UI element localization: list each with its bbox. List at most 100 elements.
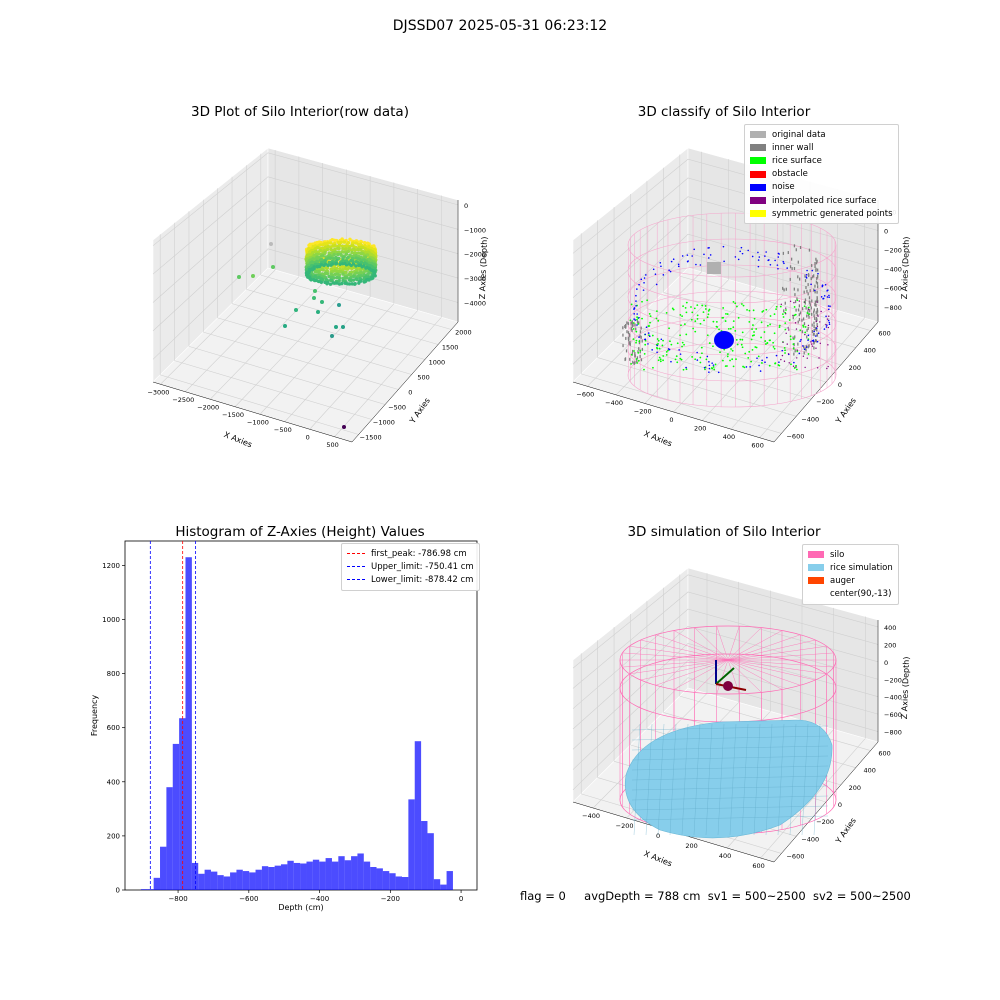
p1-point <box>346 255 350 260</box>
p2-rice-surface-point <box>696 318 699 320</box>
p1-z-grid <box>152 152 459 246</box>
p1-point <box>362 267 366 272</box>
p4-surface-mesh <box>729 723 737 836</box>
p1-point <box>333 250 337 254</box>
p1-point <box>339 260 343 264</box>
p1-point <box>372 269 376 273</box>
p1-z-grid <box>152 200 459 303</box>
p1-point <box>368 246 373 251</box>
p1-point <box>370 265 374 269</box>
p2-interpolated-point <box>804 333 806 336</box>
p2-noise-point <box>636 313 638 315</box>
p1-y-grid <box>203 331 399 390</box>
legend-swatch <box>750 131 766 139</box>
p1-y-axis-line <box>351 321 459 443</box>
p2-rice-surface-point <box>743 366 746 369</box>
p2-noise-point <box>638 283 640 286</box>
histogram-bar <box>344 860 352 890</box>
p2-rice-surface-point <box>768 364 771 367</box>
p2-rice-surface-point <box>662 359 664 362</box>
p4-y-grid <box>613 760 812 820</box>
p2-noise-point <box>757 259 760 261</box>
p2-noise-point <box>644 338 647 341</box>
histogram-bar <box>421 821 428 890</box>
p2-rice-surface-point <box>637 317 640 320</box>
p1-point <box>304 265 308 269</box>
p2-y-grid <box>597 357 797 417</box>
p1-point <box>349 264 354 268</box>
p2-noise-point <box>706 355 709 358</box>
p1-point <box>307 266 311 270</box>
p4-y-axis-label: Y Axies <box>833 816 858 846</box>
p1-point <box>323 246 327 250</box>
p2-y-grid <box>646 308 841 366</box>
p1-point <box>337 256 341 261</box>
p1-point <box>357 257 362 262</box>
p2-rice-surface-point <box>701 304 704 307</box>
p1-z-tick-label: −4000 <box>464 299 486 307</box>
p1-point <box>357 271 361 275</box>
p2-rice-surface-point <box>632 338 635 341</box>
p2-inner-wall-point <box>817 299 819 303</box>
p2-noise-point <box>783 262 785 265</box>
p2-interpolated-point <box>807 308 810 311</box>
p2-inner-wall-point <box>789 265 792 269</box>
p2-interpolated-point <box>826 318 829 320</box>
p1-point <box>368 262 373 266</box>
p2-rice-surface-point <box>737 316 740 319</box>
p4-x-axis-line <box>572 801 775 863</box>
p1-point <box>341 272 345 276</box>
p2-rice-surface-point <box>740 343 743 346</box>
legend-dash-swatch <box>347 553 365 555</box>
p2-rice-surface-point <box>715 325 718 328</box>
legend-swatch <box>808 564 824 572</box>
p1-point <box>341 257 346 262</box>
p1-point <box>336 244 340 249</box>
p1-point <box>345 242 349 246</box>
p2-noise-point <box>825 315 827 318</box>
p1-point <box>373 262 378 267</box>
p2-noise-point <box>634 319 637 321</box>
p2-inner-wall-point <box>815 257 817 261</box>
p1-point <box>355 275 359 279</box>
p2-inner-wall-point <box>813 328 815 332</box>
p1-point <box>364 269 368 273</box>
histogram-bar <box>427 833 434 890</box>
p1-point <box>305 265 309 269</box>
p1-point <box>340 250 344 254</box>
p2-inner-wall-point <box>624 357 627 361</box>
p2-inner-wall-point <box>813 341 815 345</box>
p2-inner-wall-point <box>630 327 633 331</box>
p1-point <box>343 281 347 285</box>
p2-rice-surface-point <box>641 300 643 303</box>
p2-rice-surface-point <box>696 304 699 306</box>
p2-inner-wall-point <box>805 286 807 290</box>
p1-point <box>372 256 376 260</box>
p1-point <box>317 255 321 260</box>
p1-point <box>269 242 273 246</box>
p4-silo-spoke <box>727 652 834 661</box>
p2-inner-wall-point <box>816 281 819 285</box>
p1-point <box>356 257 360 261</box>
p1-point <box>323 259 327 263</box>
p2-x-tick-label: −600 <box>576 390 594 398</box>
p1-point <box>328 282 333 286</box>
p1-point <box>370 272 374 277</box>
p1-point <box>307 266 312 270</box>
p2-inner-wall-point <box>797 308 800 312</box>
p1-point <box>315 262 319 266</box>
p1-point <box>342 239 346 243</box>
p1-point <box>360 259 365 263</box>
p2-rice-surface-point <box>723 337 726 340</box>
p1-point <box>358 242 363 246</box>
classify-legend-item: symmetric generated points <box>750 207 893 220</box>
p1-point <box>339 240 343 244</box>
p1-point <box>369 249 374 254</box>
p2-inner-wall-point <box>795 248 797 252</box>
p2-rice-surface-point <box>655 343 658 346</box>
p2-inner-wall-point <box>792 316 794 320</box>
p2-rice-surface-point <box>732 320 735 323</box>
p1-point <box>373 248 377 252</box>
p1-point <box>308 253 312 258</box>
p1-point <box>308 273 312 278</box>
